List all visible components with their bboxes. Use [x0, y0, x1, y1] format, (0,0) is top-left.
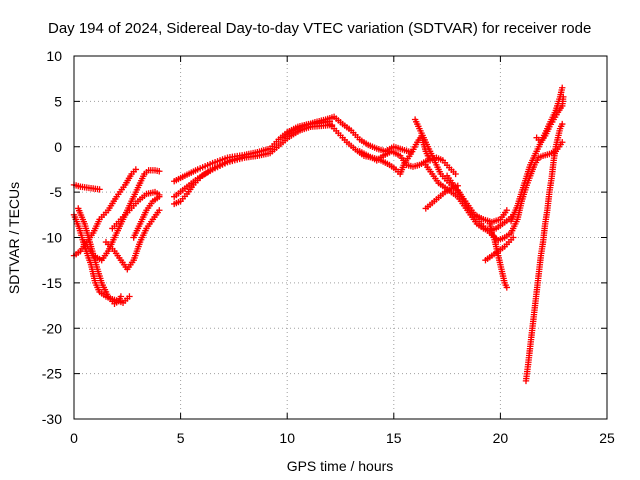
series-arc-21 [507, 84, 566, 225]
data-point [132, 166, 140, 173]
y-tick-label: 0 [54, 139, 62, 155]
data-point [241, 153, 248, 160]
series-arc-12 [279, 113, 415, 156]
x-tick-label: 15 [386, 430, 402, 446]
grid-lines [74, 56, 607, 419]
chart-title: Day 194 of 2024, Sidereal Day-to-day VTE… [48, 20, 591, 37]
data-point [503, 284, 510, 291]
series-arc-1 [70, 181, 103, 193]
y-tick-label: -25 [42, 366, 62, 382]
y-tick-label: -10 [42, 230, 62, 246]
series-arc-22 [522, 120, 566, 385]
series-arc-7 [109, 188, 163, 232]
x-tick-labels: 0 5 10 15 20 25 [70, 430, 615, 446]
data-point [126, 293, 133, 300]
data-marks [70, 84, 567, 385]
y-tick-labels: 10 5 0 -5 -10 -15 -20 -25 -30 [42, 48, 62, 427]
y-tick-label: 10 [46, 48, 62, 64]
series-arc-6 [102, 207, 163, 273]
x-tick-label: 10 [279, 430, 295, 446]
data-point [96, 186, 103, 193]
data-point [560, 93, 567, 101]
tick-marks [73, 55, 608, 420]
series-arc-23 [533, 93, 567, 146]
x-tick-label: 20 [493, 430, 509, 446]
y-axis-label: SDTVAR / TECUs [6, 182, 22, 294]
x-axis-label: GPS time / hours [287, 458, 394, 474]
data-point [156, 207, 163, 214]
series-arc-3 [75, 205, 125, 307]
data-point [559, 84, 566, 91]
series-arc-18 [443, 139, 566, 244]
data-point [117, 293, 125, 300]
y-tick-label: 5 [54, 93, 62, 109]
data-point [156, 168, 163, 175]
series-arc-11 [171, 153, 248, 208]
y-tick-label: -30 [42, 411, 62, 427]
data-point [509, 234, 517, 241]
y-tick-label: -5 [50, 184, 63, 200]
x-tick-label: 5 [177, 430, 185, 446]
data-point [559, 120, 566, 128]
series-arc-20 [486, 220, 510, 291]
x-tick-label: 0 [70, 430, 78, 446]
data-point [503, 207, 510, 214]
data-point [452, 170, 459, 178]
series-arc-8 [130, 193, 163, 241]
y-tick-label: -20 [42, 320, 62, 336]
series-arc-14 [356, 148, 459, 178]
y-tick-label: -15 [42, 275, 62, 291]
x-tick-label: 25 [599, 430, 615, 446]
data-point [156, 193, 163, 200]
series-arc-10 [171, 121, 336, 200]
